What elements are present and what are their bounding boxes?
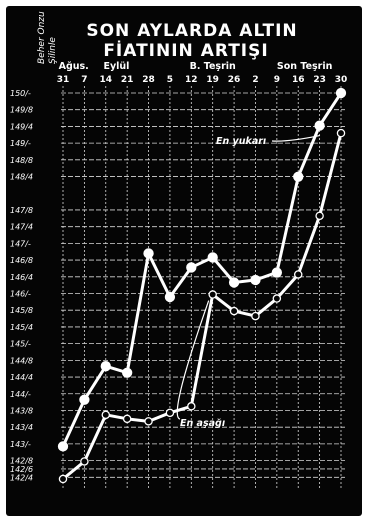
- series-pointer-low: [176, 300, 210, 420]
- series-pointer-high: [271, 135, 320, 142]
- x-tick-label: 12: [185, 75, 198, 85]
- y-tick-label: 150/-: [10, 89, 31, 98]
- x-tick-label: 14: [100, 75, 113, 85]
- x-tick-label: 16: [292, 75, 305, 85]
- high-point: [122, 367, 133, 378]
- y-tick-label: 147/-: [10, 239, 31, 248]
- y-tick-label: 146/-: [10, 290, 31, 299]
- high-point: [293, 171, 304, 182]
- y-tick-label: 149/8: [10, 106, 33, 115]
- y-tick-label: 144/-: [10, 390, 31, 399]
- x-tick-label: 31: [57, 75, 70, 85]
- y-tick-label: 144/4: [10, 373, 33, 382]
- x-tick-label: 2: [252, 75, 258, 85]
- y-tick-label: 148/4: [10, 173, 33, 182]
- low-point: [272, 294, 282, 303]
- low-point: [208, 290, 217, 299]
- y-tick-label: 146/4: [10, 273, 33, 282]
- month-label: Ağus.: [59, 61, 89, 72]
- y-tick-label: 142/8: [10, 457, 33, 466]
- x-tick-label: 19: [206, 75, 219, 85]
- y-tick-label: 143/-: [10, 440, 31, 449]
- chart-board: SON AYLARDA ALTIN FİATININ ARTIŞI Beher …: [6, 6, 362, 516]
- y-tick-label: 149/4: [10, 122, 33, 131]
- high-point: [271, 267, 282, 278]
- y-tick-label: 145/-: [10, 340, 31, 349]
- y-tick-label: 148/8: [10, 156, 33, 165]
- high-point: [100, 361, 111, 372]
- high-point: [79, 394, 90, 405]
- low-point: [144, 417, 153, 426]
- y-tick-label: 147/4: [10, 223, 33, 232]
- chart-title-line1: SON AYLARDA ALTIN: [86, 21, 297, 41]
- y-tick-label: 147/8: [10, 206, 33, 215]
- y-tick-label: 142/6: [10, 465, 33, 474]
- low-point: [293, 270, 303, 279]
- high-point: [314, 120, 325, 131]
- low-point: [101, 410, 111, 420]
- month-label: Eylül: [103, 61, 129, 72]
- x-tick-label: 5: [167, 75, 173, 85]
- y-tick-label: 145/8: [10, 306, 33, 315]
- high-point: [143, 248, 154, 259]
- high-point: [250, 274, 261, 286]
- y-tick-label: 146/8: [10, 256, 33, 265]
- y-tick-label: 143/4: [10, 423, 33, 432]
- x-tick-label: 9: [274, 75, 280, 85]
- x-tick-label: 26: [228, 75, 241, 85]
- x-tick-label: 28: [142, 75, 155, 85]
- series-label-low: En aşağı: [180, 418, 225, 429]
- x-tick-label: 30: [335, 75, 348, 85]
- y-axis-label-line1: Beher Onzu: [37, 11, 47, 64]
- month-label: B. Teşrin: [190, 61, 236, 72]
- low-point: [229, 306, 239, 316]
- high-point: [335, 87, 347, 99]
- y-tick-label: 149/-: [10, 139, 31, 148]
- low-point: [165, 408, 175, 418]
- x-tick-label: 23: [313, 75, 326, 85]
- x-tick-label: 7: [81, 75, 87, 85]
- low-point: [122, 414, 132, 424]
- y-tick-label: 144/8: [10, 356, 33, 365]
- high-point: [228, 277, 240, 288]
- chart: SON AYLARDA ALTIN FİATININ ARTIŞI Beher …: [10, 11, 348, 490]
- y-tick-label: 142/4: [10, 473, 33, 482]
- low-point: [336, 128, 346, 138]
- low-point: [315, 211, 324, 221]
- y-tick-label: 143/8: [10, 406, 33, 415]
- x-tick-label: 21: [121, 75, 134, 85]
- low-point: [187, 402, 196, 411]
- high-point: [186, 262, 197, 273]
- y-axis-label-line2: Şilinle: [48, 37, 58, 64]
- low-point: [251, 311, 260, 321]
- y-tick-label: 145/4: [10, 323, 33, 332]
- high-point: [207, 252, 218, 263]
- high-point: [57, 441, 69, 452]
- month-label: Son Teşrin: [277, 61, 333, 72]
- series-label-high: En yukarı: [216, 136, 266, 147]
- low-point: [80, 457, 89, 466]
- chart-title-line2: FİATININ ARTIŞI: [103, 39, 268, 61]
- low-point: [58, 474, 68, 484]
- high-point: [164, 291, 176, 303]
